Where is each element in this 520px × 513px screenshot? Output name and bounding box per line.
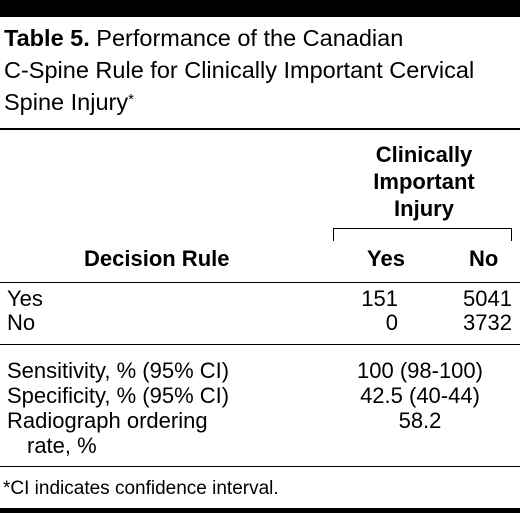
table-footnote: *CI indicates confidence interval. bbox=[3, 478, 279, 499]
specificity-label: Specificity, % (95% CI) bbox=[7, 383, 230, 408]
section-rule bbox=[0, 344, 520, 345]
group-header-line-1: Clinically bbox=[375, 142, 473, 167]
table-caption: Table 5. Performance of the Canadian C-S… bbox=[4, 22, 516, 118]
caption-line-2: C-Spine Rule for Clinically Important Ce… bbox=[4, 57, 475, 83]
header-bottom-rule bbox=[0, 282, 520, 283]
group-header-line-2: Important bbox=[373, 169, 475, 194]
column-group-header: Clinically Important Injury bbox=[310, 141, 520, 222]
cell-yes-yes: 151 bbox=[361, 286, 398, 311]
column-group-bracket bbox=[333, 228, 512, 241]
radiograph-rate-label: Radiograph ordering bbox=[7, 408, 208, 433]
header-top-rule bbox=[0, 128, 520, 130]
footnote-rule bbox=[0, 466, 520, 467]
group-header-line-3: Injury bbox=[394, 196, 454, 221]
no-column-header: No bbox=[469, 246, 499, 271]
row-label-no: No bbox=[7, 310, 36, 335]
specificity-value: 42.5 (40-44) bbox=[360, 383, 480, 408]
radiograph-rate-value: 58.2 bbox=[398, 408, 442, 433]
bottom-rule bbox=[0, 508, 520, 513]
caption-line-1: Performance of the Canadian bbox=[89, 25, 404, 51]
yes-column-header: Yes bbox=[367, 246, 405, 271]
cell-no-no: 3732 bbox=[463, 310, 512, 335]
decision-rule-header: Decision Rule bbox=[84, 246, 230, 271]
caption-footnote-mark: * bbox=[128, 91, 134, 108]
top-bar bbox=[0, 0, 520, 17]
sensitivity-value: 100 (98-100) bbox=[357, 358, 483, 383]
cell-yes-no: 5041 bbox=[463, 286, 512, 311]
sensitivity-label: Sensitivity, % (95% CI) bbox=[7, 358, 230, 383]
table-label: Table 5. bbox=[4, 25, 90, 51]
row-label-yes: Yes bbox=[7, 286, 43, 311]
cell-no-yes: 0 bbox=[385, 310, 398, 335]
caption-line-3: Spine Injury bbox=[4, 89, 129, 115]
radiograph-rate-label-cont: rate, % bbox=[27, 433, 97, 458]
